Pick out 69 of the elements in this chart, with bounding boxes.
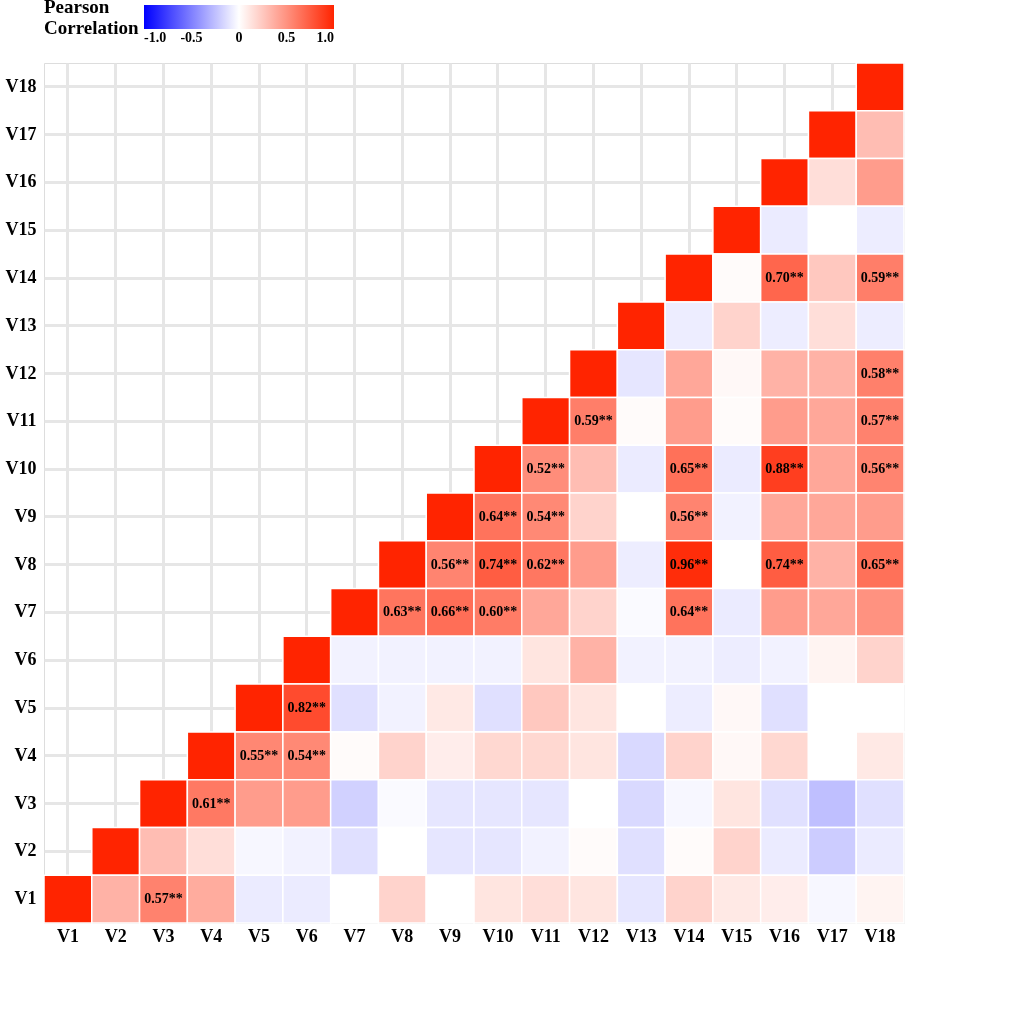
x-tick-label: V17 (816, 925, 848, 946)
color-bar-label: 1.0 (316, 30, 334, 45)
data-label: 0.63** (383, 604, 422, 620)
data-label: 0.74** (765, 556, 804, 572)
x-tick-label: V7 (343, 925, 366, 946)
x-tick-label: V1 (56, 925, 79, 946)
y-tick-label: V16 (5, 171, 37, 192)
data-label: 0.65** (860, 556, 900, 572)
data-label: 0.57** (860, 413, 900, 429)
data-label: 0.74** (478, 556, 518, 572)
y-tick-label: V10 (5, 458, 37, 479)
y-tick-label: V15 (5, 219, 37, 240)
y-tick-label: V18 (5, 75, 37, 96)
color-bar-label: 0.5 (277, 30, 296, 45)
data-label: 0.56** (430, 556, 470, 572)
data-label: 0.55** (239, 747, 279, 763)
data-label: 0.59** (574, 413, 613, 429)
y-tick-label: V7 (14, 601, 37, 622)
x-tick-label: V14 (673, 925, 705, 946)
y-tick-label: V8 (14, 553, 37, 574)
color-bar-title: Pearson Correlation (44, 0, 140, 38)
data-label: 0.52** (526, 461, 565, 477)
y-tick-label: V14 (5, 267, 37, 287)
x-tick-label: V4 (200, 925, 223, 946)
color-bar-label: 0 (235, 30, 243, 45)
y-tick-label: V11 (6, 410, 37, 431)
x-tick-label: V3 (152, 925, 175, 946)
data-label: 0.58** (860, 365, 900, 381)
x-tick-label: V9 (439, 925, 462, 946)
data-label: 0.66** (430, 604, 470, 620)
y-tick-label: V3 (14, 792, 37, 813)
x-tick-label: V13 (625, 925, 657, 946)
data-label: 0.82** (287, 700, 327, 715)
y-tick-label: V6 (14, 649, 37, 670)
data-label: 0.61** (191, 795, 231, 811)
color-bar-label: -1.0 (144, 30, 167, 45)
data-label: 0.64** (478, 508, 518, 524)
data-label: 0.59** (860, 270, 900, 285)
data-label: 0.96** (669, 556, 709, 572)
data-label: 0.56** (669, 508, 709, 524)
data-label: 0.54** (526, 508, 565, 524)
data-label: 0.54** (287, 747, 327, 763)
data-label: 0.57** (144, 891, 183, 907)
x-tick-label: V16 (769, 925, 801, 946)
y-tick-label: V17 (5, 123, 37, 144)
data-label: 0.64** (669, 604, 709, 620)
x-tick-label: V8 (391, 925, 414, 946)
y-tick-label: V5 (14, 697, 37, 717)
x-tick-label: V6 (295, 925, 318, 946)
y-tick-label: V9 (14, 505, 37, 526)
x-tick-label: V12 (577, 925, 609, 946)
x-tick-label: V10 (482, 925, 514, 946)
x-tick-label: V15 (721, 925, 753, 946)
y-tick-label: V2 (14, 840, 37, 861)
data-label: 0.65** (669, 461, 709, 477)
y-tick-label: V13 (5, 314, 37, 335)
y-tick-label: V4 (14, 744, 37, 765)
x-tick-label: V18 (864, 925, 896, 946)
data-label: 0.56** (860, 461, 900, 477)
y-tick-label: V12 (5, 362, 37, 383)
data-label: 0.70** (765, 270, 804, 285)
y-tick-label: V1 (14, 888, 37, 909)
color-bar-label: -0.5 (180, 30, 203, 45)
data-label: 0.62** (526, 556, 565, 572)
x-tick-label: V5 (248, 925, 270, 946)
x-tick-label: V2 (104, 925, 127, 946)
data-label: 0.88** (765, 461, 804, 477)
data-label: 0.60** (478, 604, 518, 620)
x-tick-label: V11 (530, 925, 561, 946)
